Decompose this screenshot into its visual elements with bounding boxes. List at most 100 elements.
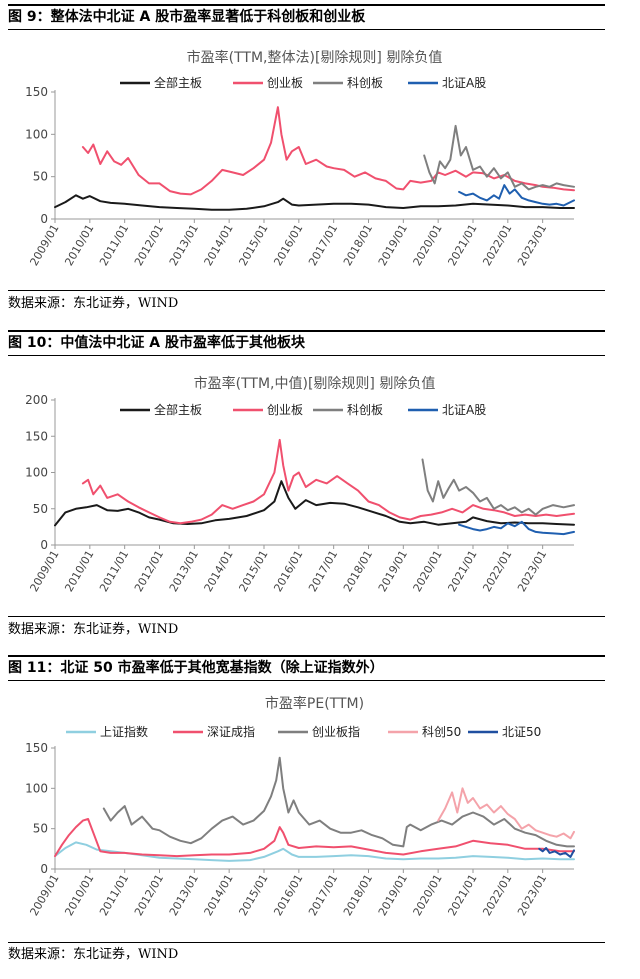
x-tick-label: 2013/01: [167, 872, 201, 918]
x-tick-label: 2018/01: [341, 872, 375, 918]
x-tick-label: 2018/01: [341, 548, 375, 594]
x-tick-label: 2015/01: [236, 872, 270, 918]
x-tick-label: 2009/01: [27, 872, 61, 918]
legend-label: 北证A股: [442, 403, 486, 417]
figure-9-caption-rule: [8, 29, 605, 30]
figure-9-caption: 图 9：整体法中北证 A 股市盈率显著低于科创板和创业板: [8, 9, 366, 25]
x-tick-label: 2015/01: [236, 548, 270, 594]
x-tick-label: 2014/01: [202, 872, 236, 918]
y-tick-label: 100: [25, 466, 48, 480]
x-tick-label: 2012/01: [132, 872, 166, 918]
y-tick-label: 100: [25, 127, 48, 141]
legend-label: 全部主板: [154, 75, 202, 90]
x-tick-label: 2011/01: [97, 222, 131, 268]
y-tick-label: 200: [25, 393, 48, 407]
x-tick-label: 2013/01: [167, 548, 201, 594]
y-tick-label: 50: [33, 502, 48, 516]
figure-11-bottom-rule: [8, 942, 605, 943]
figure-10-top-rule: [8, 330, 605, 332]
figure-9-source: 数据来源：东北证券，WIND: [8, 296, 179, 311]
y-tick-label: 150: [25, 429, 48, 443]
x-tick-label: 2022/01: [480, 548, 514, 594]
series-line-1: [54, 480, 575, 527]
chart-title: 市盈率PE(TTM): [265, 695, 364, 712]
y-tick-label: 0: [40, 862, 48, 876]
y-tick-label: 150: [25, 85, 48, 99]
x-tick-label: 2009/01: [27, 222, 61, 268]
chart-title: 市盈率(TTM,整体法)[剔除规则] 剔除负值: [187, 49, 443, 66]
figure-11-caption: 图 11：北证 50 市盈率低于其他宽基指数（除上证指数外）: [8, 660, 384, 676]
figure-11-source: 数据来源：东北证券，WIND: [8, 947, 179, 962]
x-tick-label: 2021/01: [445, 872, 479, 918]
figure-11-top-rule: [8, 655, 605, 657]
figure-11-caption-rule: [8, 680, 605, 681]
series-line-2: [81, 438, 575, 525]
x-tick-label: 2017/01: [306, 548, 340, 594]
series-line-4: [458, 520, 575, 536]
figure-10-chart: 市盈率(TTM,中值)[剔除规则] 剔除负值 0 50 100 150 200 2009/0…: [25, 375, 575, 594]
x-tick-label: 2016/01: [271, 872, 305, 918]
legend-label: 科创板: [347, 76, 383, 90]
x-tick-label: 2023/01: [515, 872, 549, 918]
x-tick-label: 2019/01: [376, 548, 410, 594]
x-tick-label: 2014/01: [202, 548, 236, 594]
series-line-3: [421, 458, 575, 516]
x-tick-label: 2020/01: [411, 548, 445, 594]
x-tick-label: 2021/01: [445, 222, 479, 268]
x-tick-label: 2014/01: [202, 222, 236, 268]
x-tick-label: 2016/01: [271, 222, 305, 268]
legend-label: 科创50: [422, 725, 461, 739]
series-line-5: [538, 847, 575, 858]
x-tick-label: 2016/01: [271, 548, 305, 594]
x-tick-label: 2017/01: [306, 222, 340, 268]
chart-title: 市盈率(TTM,中值)[剔除规则] 剔除负值: [194, 375, 436, 392]
legend-label: 科创板: [347, 403, 383, 417]
x-tick-label: 2022/01: [480, 872, 514, 918]
figure-10-source: 数据来源：东北证券，WIND: [8, 622, 179, 637]
figure-11-chart: 市盈率PE(TTM) 0 50 100 150 2009/01 2010/01 2011/01…: [25, 695, 575, 918]
y-tick-label: 150: [25, 741, 48, 755]
series-line-1: [54, 841, 575, 862]
series-line-3: [102, 756, 575, 848]
figure-10-caption: 图 10：中值法中北证 A 股市盈率低于其他板块: [8, 335, 305, 351]
x-tick-label: 2010/01: [62, 872, 96, 918]
legend-label: 全部主板: [154, 402, 202, 417]
x-tick-label: 2019/01: [376, 872, 410, 918]
series-line-3: [423, 124, 575, 191]
x-tick-label: 2010/01: [62, 222, 96, 268]
x-tick-label: 2022/01: [480, 222, 514, 268]
x-tick-label: 2011/01: [97, 872, 131, 918]
series-line-1: [54, 194, 575, 211]
legend-label: 创业板指: [312, 724, 360, 739]
x-tick-label: 2011/01: [97, 548, 131, 594]
legend-label: 北证A股: [442, 76, 486, 90]
x-tick-label: 2023/01: [515, 548, 549, 594]
figure-10-caption-rule: [8, 355, 605, 356]
x-tick-label: 2023/01: [515, 222, 549, 268]
x-tick-label: 2021/01: [445, 548, 479, 594]
x-tick-label: 2019/01: [376, 222, 410, 268]
legend-label: 创业板: [267, 76, 303, 90]
x-tick-label: 2020/01: [411, 222, 445, 268]
y-tick-label: 50: [33, 170, 48, 184]
x-tick-label: 2013/01: [167, 222, 201, 268]
y-tick-label: 100: [25, 781, 48, 795]
x-tick-label: 2012/01: [132, 222, 166, 268]
x-tick-label: 2009/01: [27, 548, 61, 594]
series-line-4: [458, 184, 575, 207]
x-tick-label: 2017/01: [306, 872, 340, 918]
y-tick-label: 50: [33, 822, 48, 836]
y-tick-label: 0: [40, 538, 48, 552]
x-tick-label: 2018/01: [341, 222, 375, 268]
figure-10-bottom-rule: [8, 616, 605, 617]
figure-9-top-rule: [8, 4, 605, 6]
x-tick-label: 2012/01: [132, 548, 166, 594]
legend-label: 创业板: [267, 403, 303, 417]
x-tick-label: 2020/01: [411, 872, 445, 918]
legend-label: 上证指数: [100, 724, 148, 739]
y-tick-label: 0: [40, 212, 48, 226]
series-line-2: [81, 106, 575, 196]
figure-9-bottom-rule: [8, 290, 605, 291]
series-line-2: [54, 818, 575, 858]
